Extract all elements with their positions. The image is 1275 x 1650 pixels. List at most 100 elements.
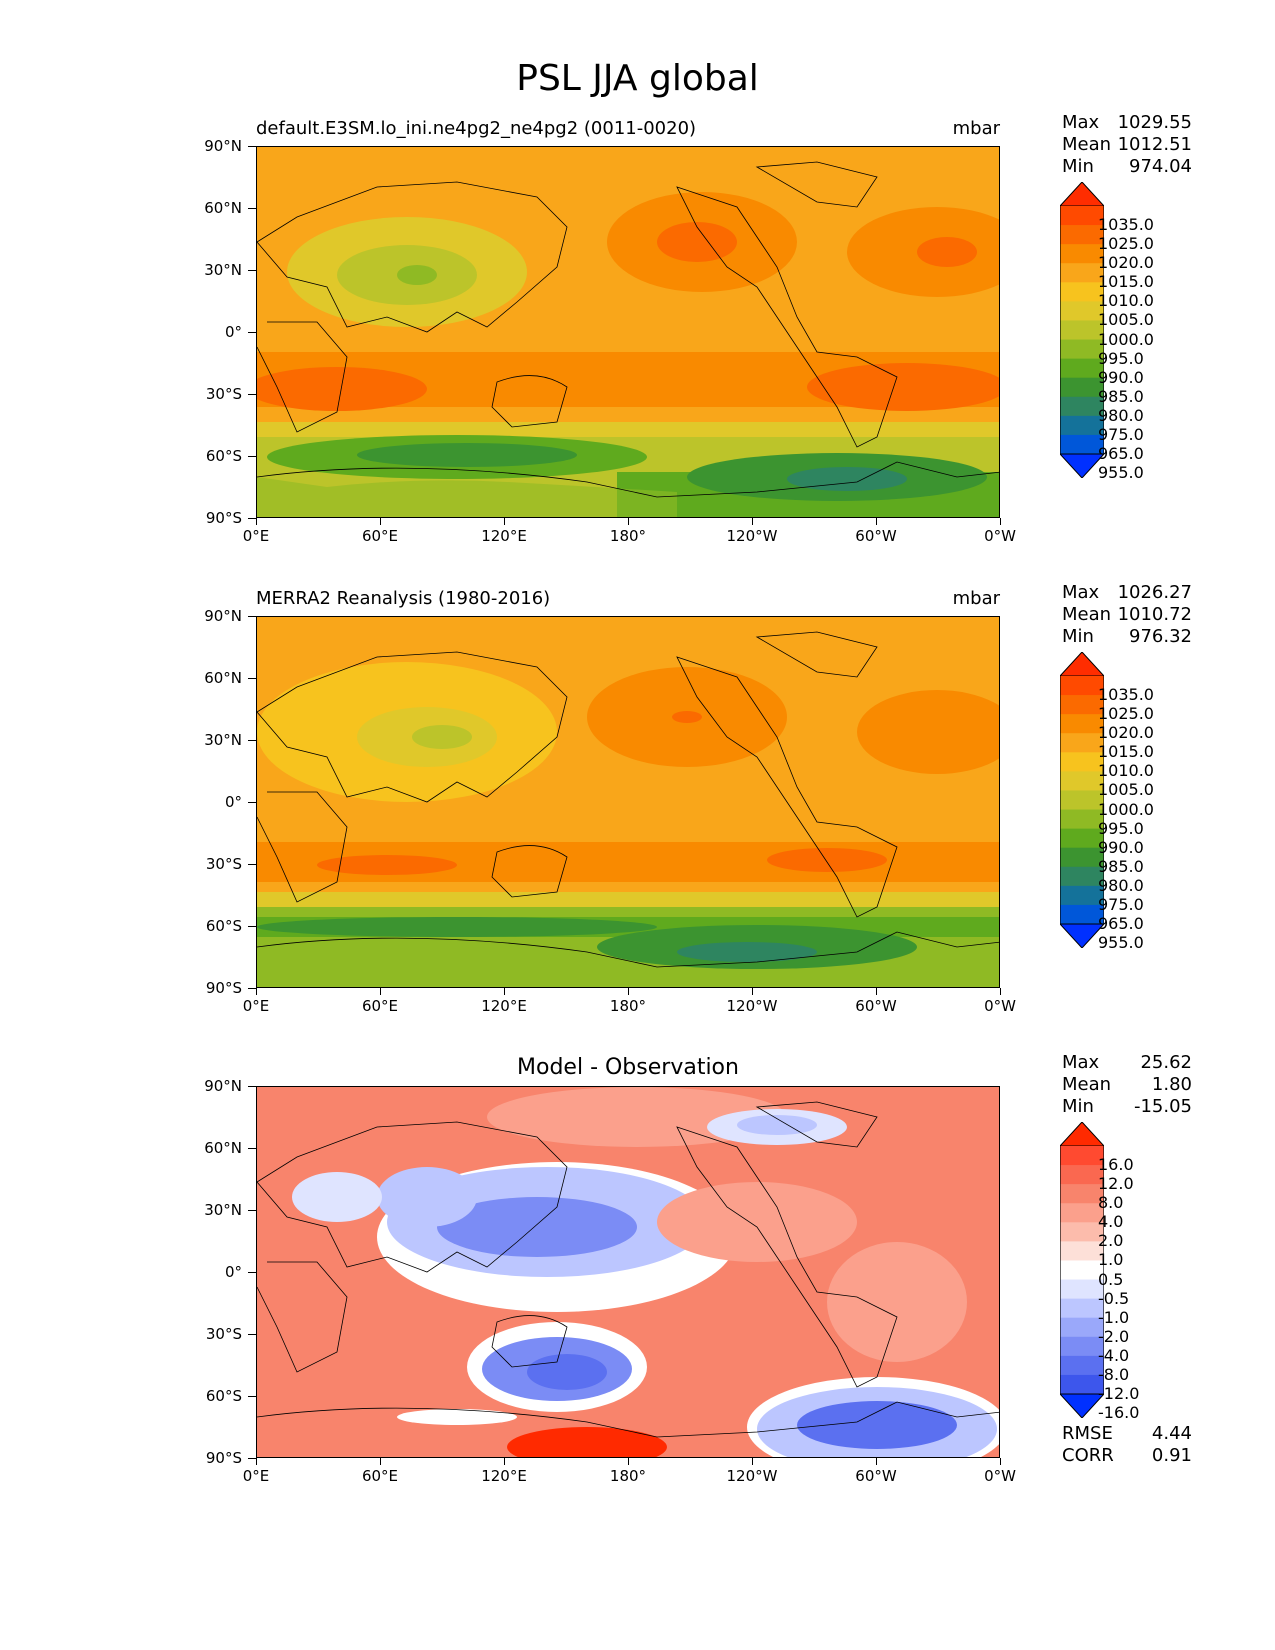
lat-tick — [248, 456, 256, 457]
colorbar-segment — [1060, 1298, 1104, 1319]
lon-tick-label: 180° — [609, 997, 647, 1015]
lon-tick — [380, 1458, 381, 1465]
stat-mean: 1.80 — [1151, 1074, 1192, 1095]
lat-tick — [248, 926, 256, 927]
panel-obs: MERRA2 Reanalysis (1980-2016) mbar — [0, 582, 1275, 1058]
lat-tick-label: 90°N — [204, 607, 242, 625]
colorbar-extend-max — [1060, 182, 1104, 207]
colorbar-segment — [1060, 206, 1104, 226]
lon-tick — [1000, 988, 1001, 995]
colorbar-label: -8.0 — [1098, 1364, 1130, 1384]
colorbar-extend-min — [1060, 1393, 1104, 1418]
lon-tick-label: 120°W — [726, 997, 778, 1015]
lat-tick-label: 30°N — [204, 731, 242, 749]
colorbar-label: 1015.0 — [1098, 742, 1154, 762]
colorbar-label: 1025.0 — [1098, 234, 1154, 254]
colorbar-segment — [1060, 1222, 1104, 1242]
stat-max: 1026.27 — [1117, 582, 1192, 603]
lon-tick-label: 60°E — [361, 997, 399, 1015]
colorbar-label: 16.0 — [1098, 1155, 1134, 1175]
lon-tick-label: 0°W — [984, 527, 1016, 545]
lat-tick-label: 60°N — [204, 1139, 242, 1157]
lon-tick — [876, 518, 877, 525]
colorbar-label: 1020.0 — [1098, 723, 1154, 743]
lat-tick-label: 30°S — [205, 1325, 242, 1343]
colorbar-segment — [1060, 415, 1104, 436]
colorbar-segment — [1060, 885, 1104, 906]
lon-tick-label: 60°W — [855, 527, 897, 545]
lat-tick-label: 90°N — [204, 137, 242, 155]
units-label: mbar — [952, 118, 1000, 139]
lat-tick-label: 90°S — [205, 979, 242, 997]
colorbar-label: 975.0 — [1098, 894, 1144, 914]
colorbar-segment — [1060, 1146, 1104, 1166]
colorbar-label: 985.0 — [1098, 386, 1144, 406]
colorbar-segment — [1060, 904, 1104, 925]
stat-max: 25.62 — [1140, 1052, 1192, 1073]
colorbar-label: 965.0 — [1098, 444, 1144, 463]
colorbar-label: 955.0 — [1098, 933, 1144, 953]
lon-tick-label: 120°E — [481, 1467, 527, 1485]
lat-tick — [248, 802, 256, 803]
stats-box: Max 1026.27 Mean 1010.72 Min 976.32 — [1062, 582, 1192, 647]
colorbar-label: -2.0 — [1098, 1326, 1130, 1346]
lon-tick — [876, 1458, 877, 1465]
panel-title: Model - Observation — [517, 1055, 739, 1080]
colorbar-segment — [1060, 225, 1104, 245]
colorbar-segment — [1060, 434, 1104, 455]
colorbar-segment — [1060, 244, 1104, 264]
stat-max: 1029.55 — [1117, 112, 1192, 133]
colorbar-label: 965.0 — [1098, 914, 1144, 933]
colorbar-segment — [1060, 1317, 1104, 1338]
lon-tick — [752, 988, 753, 995]
colorbar-label: 990.0 — [1098, 837, 1144, 857]
lon-tick-label: 120°W — [726, 1467, 778, 1485]
lat-tick — [248, 394, 256, 395]
colorbar-segment — [1060, 1165, 1104, 1185]
lat-tick-label: 0° — [224, 1263, 242, 1281]
lat-tick — [248, 988, 256, 989]
lat-tick-label: 30°N — [204, 261, 242, 279]
colorbar-extend-min — [1060, 923, 1104, 948]
figure-title: PSL JJA global — [516, 58, 759, 99]
lat-tick — [248, 1396, 256, 1397]
map-observation — [256, 616, 1000, 988]
lon-tick-label: 180° — [609, 1467, 647, 1485]
lat-tick — [248, 1148, 256, 1149]
colorbar-label: 1025.0 — [1098, 704, 1154, 724]
colorbar-label: 4.0 — [1098, 1212, 1124, 1232]
colorbar-segment — [1060, 1260, 1104, 1281]
lon-tick — [380, 988, 381, 995]
lon-tick-label: 60°E — [361, 527, 399, 545]
lon-tick — [752, 518, 753, 525]
colorbar-segment — [1060, 714, 1104, 734]
colorbar-segment — [1060, 301, 1104, 321]
colorbar-label: -4.0 — [1098, 1345, 1130, 1365]
colorbar-label: 1020.0 — [1098, 253, 1154, 273]
colorbar-segment — [1060, 790, 1104, 811]
lon-tick — [628, 518, 629, 525]
colorbar-label: 2.0 — [1098, 1231, 1124, 1251]
colorbar-segment — [1060, 282, 1104, 302]
map-difference — [256, 1086, 1000, 1458]
colorbar-label: 1000.0 — [1098, 329, 1154, 349]
colorbar-segment — [1060, 339, 1104, 360]
lat-tick — [248, 518, 256, 519]
stats-box: Max 25.62 Mean 1.80 Min -15.05 — [1062, 1052, 1192, 1117]
colorbar-segment — [1060, 1241, 1104, 1261]
lon-tick — [752, 1458, 753, 1465]
lon-tick-label: 120°E — [481, 997, 527, 1015]
lon-tick — [1000, 518, 1001, 525]
lat-tick-label: 0° — [224, 323, 242, 341]
stat-min: 976.32 — [1129, 626, 1192, 647]
colorbar-label: 990.0 — [1098, 367, 1144, 387]
coastline — [257, 181, 568, 333]
lon-tick-label: 0°W — [984, 1467, 1016, 1485]
lat-tick — [248, 1210, 256, 1211]
lat-tick — [248, 1272, 256, 1273]
lat-tick — [248, 1334, 256, 1335]
colorbar-segment — [1060, 733, 1104, 753]
colorbar-label: 1005.0 — [1098, 310, 1154, 330]
colorbar — [1060, 652, 1104, 948]
panel-title: MERRA2 Reanalysis (1980-2016) — [256, 588, 551, 609]
